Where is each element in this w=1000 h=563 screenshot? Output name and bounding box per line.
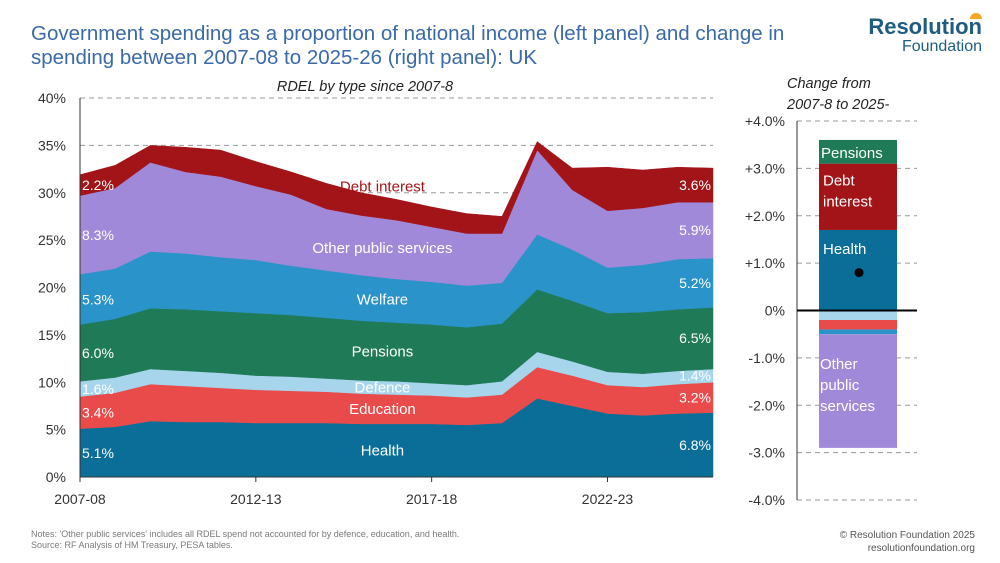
- logo-sun-icon: [970, 13, 982, 19]
- right-y-tick-label: -1.0%: [748, 350, 785, 366]
- bar-label-debt-2: interest: [823, 194, 873, 211]
- left-axis: 0% 5% 10% 15% 20% 25% 30% 35% 40% 2007-08 2012-13 2…: [38, 90, 713, 507]
- right-y-tick-label: -2.0%: [748, 397, 785, 413]
- start-value-pensions: 6.0%: [82, 345, 114, 361]
- area-label-defence: Defence: [354, 380, 410, 397]
- right-y-tick-label: -3.0%: [748, 445, 785, 461]
- start-value-defence: 1.6%: [82, 381, 114, 397]
- notes-line-1: Notes: 'Other public services' includes …: [31, 529, 460, 539]
- bar-label-health: Health: [823, 241, 866, 258]
- footer-copyright: © Resolution Foundation 2025: [839, 530, 975, 541]
- right-axis: -4.0% -3.0% -2.0% -1.0% 0% +1.0% +2.0% +3.0% +4.…: [745, 113, 917, 508]
- left-x-tick-label: 2012-13: [230, 491, 282, 507]
- left-y-tick-label: 40%: [38, 90, 66, 106]
- left-y-tick-label: 35%: [38, 137, 66, 153]
- end-value-health: 6.8%: [679, 437, 711, 453]
- left-y-tick-label: 25%: [38, 232, 66, 248]
- left-y-tick-label: 30%: [38, 185, 66, 201]
- end-value-debt: 3.6%: [679, 177, 711, 193]
- right-y-tick-label: +1.0%: [745, 255, 785, 271]
- right-y-tick-label: +3.0%: [745, 160, 785, 176]
- left-x-tick-label: 2007-08: [54, 491, 106, 507]
- end-value-pensions: 6.5%: [679, 330, 711, 346]
- left-panel-title: RDEL by type since 2007-8: [277, 79, 453, 95]
- area-label-pensions: Pensions: [352, 343, 414, 360]
- end-value-other: 5.9%: [679, 222, 711, 238]
- bar-segment-defence: [819, 310, 897, 320]
- bar-label-other-1: Other: [820, 356, 858, 373]
- start-value-debt: 2.2%: [82, 177, 114, 193]
- start-value-welfare: 5.3%: [82, 291, 114, 307]
- start-value-health: 5.1%: [82, 445, 114, 461]
- left-labels: RDEL by type since 2007-8 Health Education…: [82, 79, 711, 461]
- bar-label-debt-1: Debt: [823, 173, 856, 190]
- resolution-foundation-logo: Resolution Foundation: [868, 13, 982, 56]
- bar-segment-debt: [819, 163, 897, 230]
- logo-line1: Resolution: [868, 14, 982, 39]
- right-stacked-bar: [819, 139, 897, 448]
- area-label-education: Education: [349, 401, 416, 418]
- left-y-tick-label: 20%: [38, 280, 66, 296]
- area-label-debt: Debt interest: [340, 178, 426, 195]
- footer-credit: © Resolution Foundation 2025 resolutionf…: [840, 529, 975, 555]
- area-debt: [79, 141, 714, 234]
- left-y-tick-label: 10%: [38, 374, 66, 390]
- right-labels: Change from 2007-8 to 2025- Pensions Debt in…: [786, 76, 890, 415]
- bar-segment-welfare: [819, 329, 897, 335]
- area-label-welfare: Welfare: [357, 292, 408, 309]
- right-y-tick-label: 0%: [765, 303, 785, 319]
- bar-label-other-2: public: [820, 377, 860, 394]
- bar-segment-education: [819, 319, 897, 330]
- end-value-defence: 1.4%: [679, 368, 711, 384]
- left-x-tick-label: 2017-18: [406, 491, 458, 507]
- right-panel-title-line2: 2007-8 to 2025-: [786, 97, 890, 113]
- bar-label-pensions: Pensions: [821, 145, 883, 162]
- notes-source: Source: RF Analysis of HM Treasury, PESA…: [31, 540, 233, 550]
- right-panel-title-line1: Change from: [787, 76, 871, 92]
- net-change-marker: [854, 268, 864, 278]
- area-label-health: Health: [361, 442, 404, 459]
- left-y-tick-label: 15%: [38, 327, 66, 343]
- left-y-tick-label: 0%: [46, 469, 66, 485]
- chart-notes: Notes: 'Other public services' includes …: [31, 529, 459, 551]
- area-label-other: Other public services: [312, 240, 452, 257]
- start-value-education: 3.4%: [82, 405, 114, 421]
- end-value-welfare: 5.2%: [679, 275, 711, 291]
- left-stacked-areas: [79, 141, 714, 478]
- right-y-tick-label: -4.0%: [748, 492, 785, 508]
- logo-line2: Foundation: [901, 38, 982, 55]
- right-y-tick-label: +2.0%: [745, 208, 785, 224]
- right-y-tick-label: +4.0%: [745, 113, 785, 129]
- end-value-education: 3.2%: [679, 389, 711, 405]
- footer-url: resolutionfoundation.org: [867, 543, 975, 554]
- chart-title: Government spending as a proportion of n…: [31, 22, 785, 69]
- bar-segment-other: [819, 334, 897, 448]
- bar-segment-pensions: [819, 139, 897, 164]
- left-x-tick-label: 2022-23: [582, 491, 634, 507]
- bar-label-other-3: services: [820, 398, 875, 415]
- start-value-other: 8.3%: [82, 227, 114, 243]
- left-y-tick-label: 5%: [46, 422, 66, 438]
